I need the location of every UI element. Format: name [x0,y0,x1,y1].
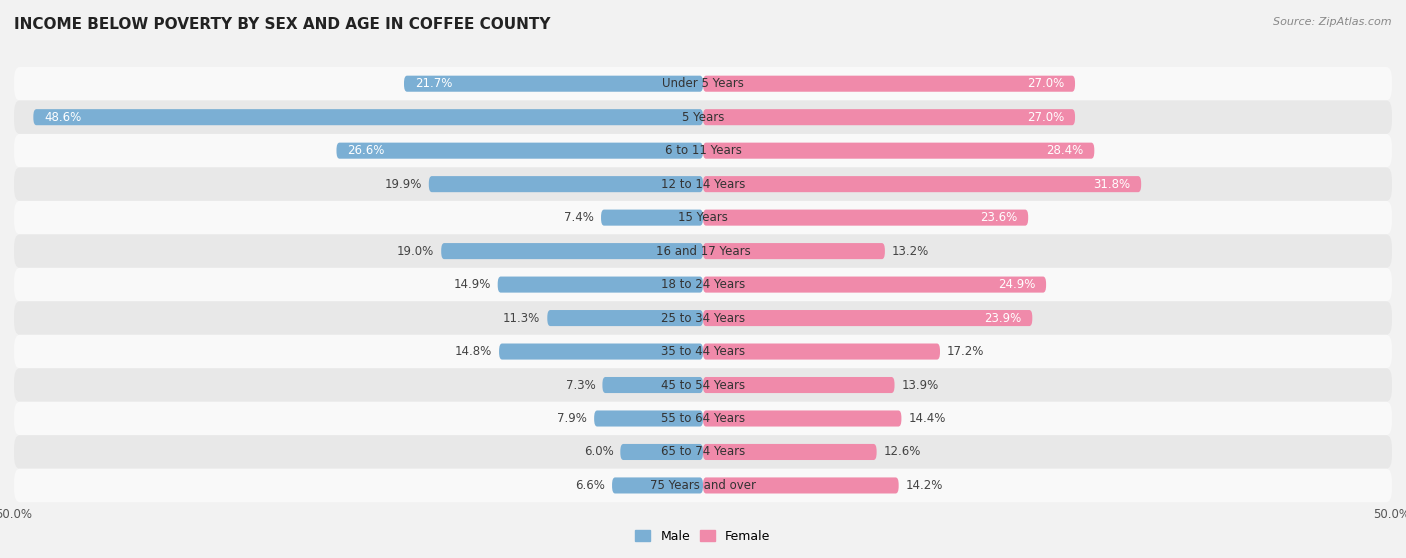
Text: 24.9%: 24.9% [998,278,1035,291]
Text: 28.4%: 28.4% [1046,144,1083,157]
Text: 45 to 54 Years: 45 to 54 Years [661,378,745,392]
FancyBboxPatch shape [14,368,1392,402]
Text: 13.9%: 13.9% [901,378,939,392]
FancyBboxPatch shape [14,67,1392,100]
FancyBboxPatch shape [14,469,1392,502]
FancyBboxPatch shape [703,344,941,359]
FancyBboxPatch shape [14,435,1392,469]
Legend: Male, Female: Male, Female [630,525,776,548]
FancyBboxPatch shape [499,344,703,359]
Text: 12.6%: 12.6% [883,445,921,459]
FancyBboxPatch shape [703,109,1076,125]
FancyBboxPatch shape [703,176,1142,192]
Text: 14.8%: 14.8% [456,345,492,358]
Text: 19.9%: 19.9% [384,177,422,191]
FancyBboxPatch shape [14,335,1392,368]
Text: 14.4%: 14.4% [908,412,946,425]
Text: 27.0%: 27.0% [1026,77,1064,90]
Text: 7.4%: 7.4% [564,211,595,224]
FancyBboxPatch shape [600,210,703,225]
FancyBboxPatch shape [620,444,703,460]
Text: Source: ZipAtlas.com: Source: ZipAtlas.com [1274,17,1392,27]
Text: 27.0%: 27.0% [1026,110,1064,124]
Text: 7.3%: 7.3% [565,378,596,392]
Text: 26.6%: 26.6% [347,144,385,157]
Text: 14.2%: 14.2% [905,479,943,492]
FancyBboxPatch shape [547,310,703,326]
FancyBboxPatch shape [703,310,1032,326]
Text: 31.8%: 31.8% [1092,177,1130,191]
FancyBboxPatch shape [14,268,1392,301]
Text: 55 to 64 Years: 55 to 64 Years [661,412,745,425]
Text: 11.3%: 11.3% [503,311,540,325]
FancyBboxPatch shape [703,277,1046,292]
Text: 13.2%: 13.2% [891,244,929,258]
FancyBboxPatch shape [612,478,703,493]
Text: 23.6%: 23.6% [980,211,1017,224]
Text: 18 to 24 Years: 18 to 24 Years [661,278,745,291]
FancyBboxPatch shape [602,377,703,393]
FancyBboxPatch shape [703,143,1094,158]
Text: 12 to 14 Years: 12 to 14 Years [661,177,745,191]
FancyBboxPatch shape [404,76,703,92]
Text: INCOME BELOW POVERTY BY SEX AND AGE IN COFFEE COUNTY: INCOME BELOW POVERTY BY SEX AND AGE IN C… [14,17,551,32]
Text: 25 to 34 Years: 25 to 34 Years [661,311,745,325]
FancyBboxPatch shape [14,134,1392,167]
FancyBboxPatch shape [703,76,1076,92]
Text: 21.7%: 21.7% [415,77,453,90]
Text: 14.9%: 14.9% [453,278,491,291]
FancyBboxPatch shape [14,402,1392,435]
FancyBboxPatch shape [429,176,703,192]
Text: 7.9%: 7.9% [557,412,588,425]
FancyBboxPatch shape [703,210,1028,225]
FancyBboxPatch shape [441,243,703,259]
Text: 48.6%: 48.6% [45,110,82,124]
FancyBboxPatch shape [703,444,876,460]
Text: 35 to 44 Years: 35 to 44 Years [661,345,745,358]
Text: 6.6%: 6.6% [575,479,605,492]
FancyBboxPatch shape [14,100,1392,134]
FancyBboxPatch shape [595,411,703,426]
FancyBboxPatch shape [14,167,1392,201]
Text: 15 Years: 15 Years [678,211,728,224]
FancyBboxPatch shape [336,143,703,158]
FancyBboxPatch shape [703,478,898,493]
FancyBboxPatch shape [34,109,703,125]
FancyBboxPatch shape [14,234,1392,268]
Text: 17.2%: 17.2% [946,345,984,358]
Text: 6 to 11 Years: 6 to 11 Years [665,144,741,157]
Text: 6.0%: 6.0% [583,445,613,459]
Text: 65 to 74 Years: 65 to 74 Years [661,445,745,459]
FancyBboxPatch shape [14,201,1392,234]
FancyBboxPatch shape [703,377,894,393]
Text: Under 5 Years: Under 5 Years [662,77,744,90]
Text: 16 and 17 Years: 16 and 17 Years [655,244,751,258]
Text: 23.9%: 23.9% [984,311,1021,325]
FancyBboxPatch shape [703,411,901,426]
FancyBboxPatch shape [703,243,884,259]
FancyBboxPatch shape [14,301,1392,335]
Text: 75 Years and over: 75 Years and over [650,479,756,492]
FancyBboxPatch shape [498,277,703,292]
Text: 19.0%: 19.0% [396,244,434,258]
Text: 5 Years: 5 Years [682,110,724,124]
